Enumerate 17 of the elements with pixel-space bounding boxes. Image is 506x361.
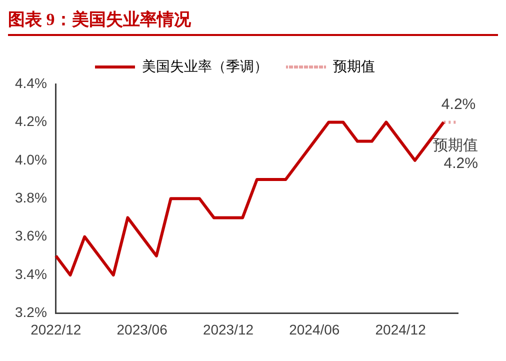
x-tick-label: 2023/06 (116, 321, 168, 338)
data-label: 预期值 4.2% (433, 136, 478, 172)
legend-label: 美国失业率（季调） (142, 58, 268, 74)
x-tick-label: 2024/06 (289, 321, 340, 338)
y-tick-label: 4.4% (14, 74, 47, 91)
x-tick-label: 2024/12 (375, 321, 426, 338)
y-tick-label: 4.0% (14, 151, 47, 168)
x-tick-label: 2023/12 (202, 321, 254, 338)
y-tick-label: 3.2% (14, 304, 47, 320)
data-label: 4.2% (441, 96, 476, 113)
y-tick-label: 3.6% (14, 228, 47, 244)
y-tick-label: 3.4% (14, 266, 47, 282)
y-tick-label: 3.8% (14, 189, 47, 206)
y-tick-label: 4.2% (14, 113, 47, 130)
chart-title: 图表 9：美国失业率情况 (8, 8, 498, 36)
legend-label: 预期值 (333, 58, 375, 74)
x-tick-label: 2022/12 (30, 321, 82, 338)
